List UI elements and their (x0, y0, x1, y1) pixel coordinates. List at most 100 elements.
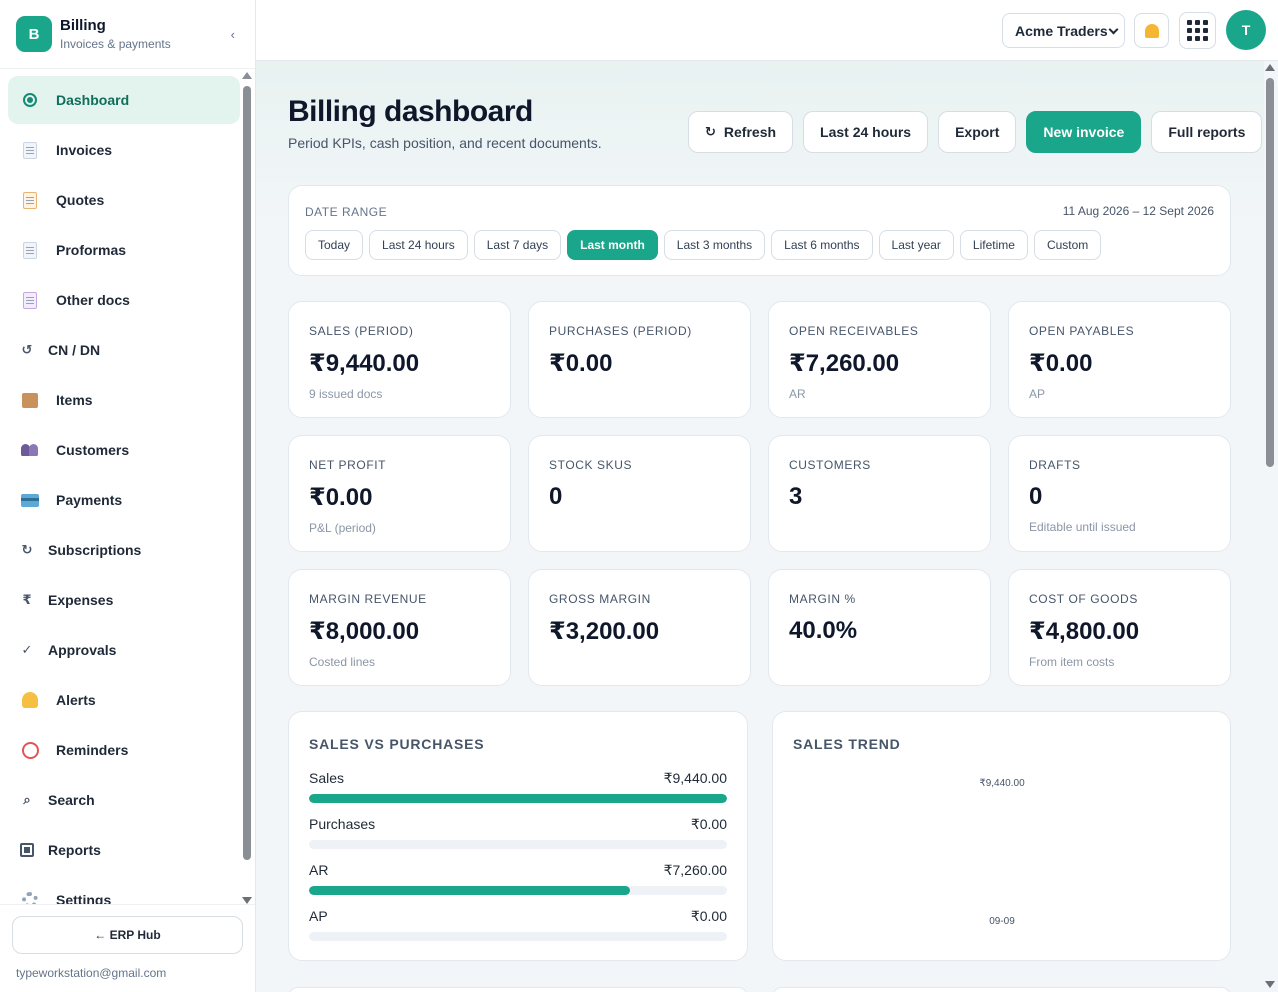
sidebar-item-label: Settings (56, 892, 112, 904)
sales-trend-chart: ₹9,440.00 09-09 (979, 778, 1025, 927)
kpi-card: COST OF GOODS ₹4,800.00 From item costs (1008, 569, 1231, 686)
credit-card-icon (20, 490, 40, 510)
scroll-down-arrow-icon[interactable] (1265, 981, 1275, 988)
range-chip-last-month[interactable]: Last month (567, 230, 658, 260)
range-chip-last-3-months[interactable]: Last 3 months (663, 230, 766, 260)
sidebar-item-search[interactable]: ⌕ Search (8, 776, 240, 824)
comparison-row-sales: Sales ₹9,440.00 (309, 770, 727, 803)
panel-title: SALES VS PURCHASES (309, 736, 485, 752)
main-scrollbar[interactable] (1265, 62, 1275, 992)
comparison-row-ar: AR ₹7,260.00 (309, 862, 727, 895)
collapse-sidebar-button[interactable]: ‹ (230, 27, 235, 42)
kpi-value: 0 (549, 483, 563, 510)
bar-label: Sales (309, 770, 345, 786)
sidebar-item-reports[interactable]: Reports (8, 826, 240, 874)
sales-trend-panel: SALES TREND ₹9,440.00 09-09 (772, 711, 1231, 961)
kpi-card: SALES (PERIOD) ₹9,440.00 9 issued docs (288, 301, 511, 418)
range-chip-last-6-months[interactable]: Last 6 months (771, 230, 873, 260)
kpi-card: CUSTOMERS 3 (768, 435, 991, 552)
sidebar-item-label: Search (48, 792, 95, 808)
page-subtitle: Period KPIs, cash position, and recent d… (288, 135, 602, 151)
scrollbar-thumb[interactable] (243, 86, 251, 860)
sidebar-item-payments[interactable]: Payments (8, 476, 240, 524)
document-icon (20, 240, 40, 260)
kpi-label: PURCHASES (PERIOD) (549, 324, 692, 338)
kpi-value: ₹0.00 (1029, 350, 1093, 377)
kpi-value: ₹3,200.00 (549, 618, 660, 645)
bar-value: ₹0.00 (690, 816, 727, 832)
kpi-subtext: 9 issued docs (309, 387, 383, 401)
range-chip-last-year[interactable]: Last year (878, 230, 954, 260)
sidebar-item-cn-dn[interactable]: ↺ CN / DN (8, 326, 240, 374)
kpi-card: MARGIN % 40.0% (768, 569, 991, 686)
sales-vs-purchases-panel: SALES VS PURCHASES Sales ₹9,440.00 Purcha… (288, 711, 748, 961)
scroll-down-arrow-icon[interactable] (242, 897, 252, 904)
sidebar-item-alerts[interactable]: Alerts (8, 676, 240, 724)
sidebar-item-proformas[interactable]: Proformas (8, 226, 240, 274)
new-invoice-button[interactable]: New invoice (1026, 111, 1142, 153)
main-content: Billing dashboard Period KPIs, cash posi… (256, 61, 1264, 992)
bell-icon (20, 690, 40, 710)
sidebar-item-customers[interactable]: Customers (8, 426, 240, 474)
bar-fill (309, 886, 631, 895)
sidebar-item-invoices[interactable]: Invoices (8, 126, 240, 174)
kpi-label: DRAFTS (1029, 458, 1081, 472)
scroll-up-arrow-icon[interactable] (242, 72, 252, 79)
range-chip-last-24-hours[interactable]: Last 24 hours (369, 230, 468, 260)
dashboard-dot-icon (20, 90, 40, 110)
apps-grid-button[interactable] (1179, 12, 1216, 49)
sidebar-item-quotes[interactable]: Quotes (8, 176, 240, 224)
erp-hub-button[interactable]: ← ERP Hub (12, 916, 243, 954)
sidebar-item-items[interactable]: Items (8, 376, 240, 424)
sidebar-item-dashboard[interactable]: Dashboard (8, 76, 240, 124)
avatar[interactable]: T (1226, 10, 1266, 50)
company-select-value: Acme Traders (1015, 22, 1108, 39)
notifications-button[interactable] (1134, 13, 1169, 48)
document-icon (20, 290, 40, 310)
date-range-label: DATE RANGE (305, 205, 388, 219)
page-title: Billing dashboard (288, 95, 533, 128)
kpi-label: OPEN RECEIVABLES (789, 324, 919, 338)
company-select[interactable]: Acme Traders (1002, 13, 1125, 48)
sidebar-item-expenses[interactable]: ₹ Expenses (8, 576, 240, 624)
sidebar-item-subscriptions[interactable]: ↻ Subscriptions (8, 526, 240, 574)
refresh-button[interactable]: ↻ Refresh (688, 111, 794, 153)
kpi-label: MARGIN % (789, 592, 856, 606)
bar-track (309, 794, 727, 803)
sidebar-item-other-docs[interactable]: Other docs (8, 276, 240, 324)
range-chip-last-7-days[interactable]: Last 7 days (473, 230, 562, 260)
user-email: typeworkstation@gmail.com (16, 966, 167, 980)
sidebar-item-reminders[interactable]: Reminders (8, 726, 240, 774)
full-reports-button[interactable]: Full reports (1151, 111, 1263, 153)
bar-label: AR (309, 862, 329, 878)
kpi-card: PURCHASES (PERIOD) ₹0.00 (528, 301, 751, 418)
scrollbar-thumb[interactable] (1266, 78, 1274, 467)
chevron-down-icon (1108, 24, 1119, 35)
document-icon (20, 140, 40, 160)
kpi-card: DRAFTS 0 Editable until issued (1008, 435, 1231, 552)
package-icon (20, 390, 40, 410)
range-chip-lifetime[interactable]: Lifetime (959, 230, 1028, 260)
sidebar-item-label: Customers (56, 442, 130, 458)
sidebar-scrollbar[interactable] (242, 72, 252, 904)
export-button[interactable]: Export (938, 111, 1017, 153)
kpi-label: NET PROFIT (309, 458, 387, 472)
kpi-value: ₹9,440.00 (309, 350, 420, 377)
range-chip-custom[interactable]: Custom (1033, 230, 1102, 260)
kpi-value: 3 (789, 483, 803, 510)
kpi-grid: SALES (PERIOD) ₹9,440.00 9 issued docs P… (288, 301, 1231, 686)
sidebar-nav: Dashboard Invoices Quotes Proformas Othe… (8, 76, 240, 904)
sidebar-item-label: Invoices (56, 142, 113, 158)
kpi-card: STOCK SKUS 0 (528, 435, 751, 552)
kpi-value: 40.0% (789, 617, 858, 644)
scroll-up-arrow-icon[interactable] (1265, 64, 1275, 71)
brand-title: Billing (60, 17, 106, 34)
kpi-label: CUSTOMERS (789, 458, 871, 472)
sidebar-item-settings[interactable]: Settings (8, 876, 240, 904)
bar-label: AP (309, 908, 328, 924)
kpi-value: ₹0.00 (549, 350, 613, 377)
range-button[interactable]: Last 24 hours (803, 111, 929, 153)
brand-subtitle: Invoices & payments (60, 37, 171, 51)
sidebar-item-approvals[interactable]: ✓ Approvals (8, 626, 240, 674)
range-chip-today[interactable]: Today (305, 230, 364, 260)
